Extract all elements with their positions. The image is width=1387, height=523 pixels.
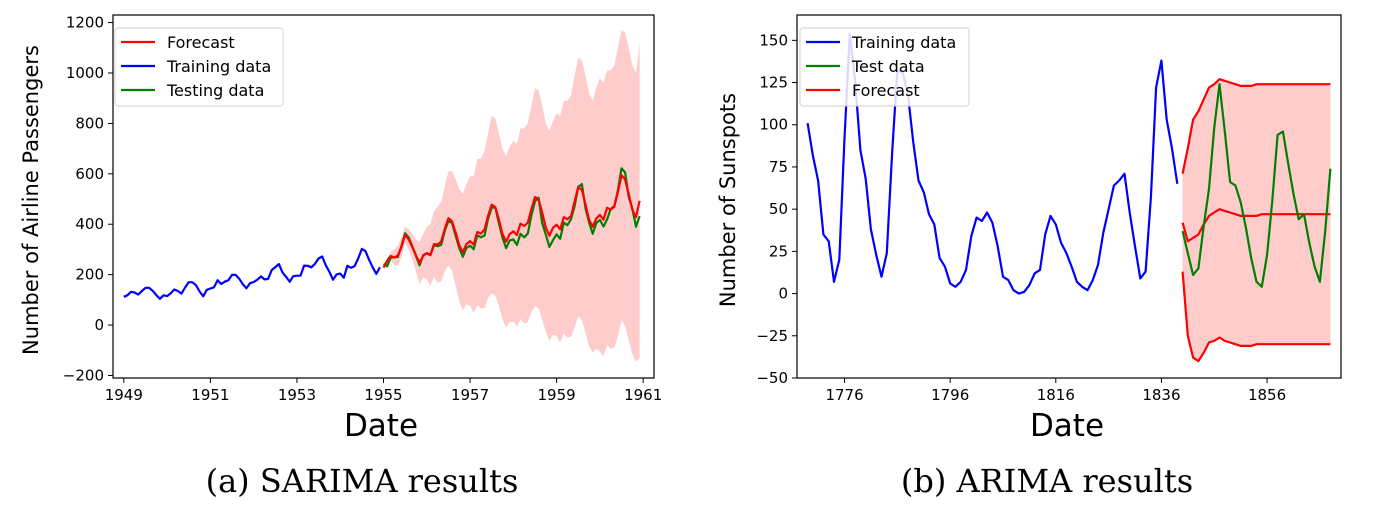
y-tick-label: −25 — [756, 327, 788, 345]
series-line-forecast — [1181, 208, 1331, 243]
y-ticks: −200 0 200 400 600 800 1000 1200 — [63, 14, 113, 384]
y-tick-label: 100 — [759, 116, 788, 134]
series-lines-layer — [123, 167, 641, 300]
y-tick-label: 600 — [75, 165, 104, 183]
x-tick-label: 1816 — [1037, 386, 1075, 404]
caption: (a) SARIMA results — [206, 462, 519, 500]
legend-entry: Forecast — [167, 33, 235, 52]
y-tick-label: 75 — [769, 158, 788, 176]
forecast-confidence-band — [383, 30, 640, 362]
legend-entry: Training data — [851, 33, 956, 52]
y-tick-label: −200 — [63, 366, 104, 384]
plot-frame — [796, 14, 1342, 379]
y-tick-label: 0 — [778, 285, 788, 303]
y-ticks: −50 −25 0 25 50 75 100 125 150 — [756, 31, 797, 387]
legend-entry: Test data — [851, 57, 925, 76]
forecast-confidence-band — [1182, 79, 1331, 362]
series-lines-layer — [806, 32, 1332, 363]
x-tick-label: 1796 — [931, 386, 969, 404]
y-tick-label: 150 — [759, 31, 788, 49]
legend-box — [799, 27, 970, 107]
x-axis-label: Date — [344, 408, 418, 444]
chart-panel-b: 1776 1796 1816 1836 1856 −50 −25 0 25 50 75 100 125… — [716, 14, 1342, 500]
legend-entry: Forecast — [852, 81, 920, 100]
series-line-training-data — [123, 247, 381, 300]
x-tick-label: 1856 — [1248, 386, 1286, 404]
y-axis-label: Number of Airline Passengers — [19, 45, 43, 355]
y-tick-label: −50 — [756, 369, 788, 387]
legend-entry: Training data — [166, 57, 271, 76]
series-line-forecast — [382, 174, 641, 269]
series-line-test-data — [1181, 83, 1332, 288]
x-tick-label: 1957 — [451, 386, 489, 404]
y-tick-label: 1200 — [66, 14, 104, 32]
y-tick-label: 1000 — [66, 64, 104, 82]
x-axis-label: Date — [1030, 408, 1104, 444]
x-ticks: 1776 1796 1816 1836 1856 — [825, 378, 1286, 404]
forecast-band-layer — [383, 30, 640, 362]
y-axis-label: Number of Sunspots — [716, 93, 740, 307]
y-tick-label: 200 — [75, 266, 104, 284]
x-tick-label: 1836 — [1142, 386, 1180, 404]
x-tick-label: 1776 — [825, 386, 863, 404]
y-tick-label: 50 — [769, 200, 788, 218]
legend: Training data Test data Forecast — [799, 27, 970, 107]
forecast-band-layer — [1182, 79, 1331, 362]
y-tick-label: 25 — [769, 242, 788, 260]
x-tick-label: 1959 — [538, 386, 576, 404]
y-tick-label: 125 — [759, 74, 788, 92]
x-ticks: 1949 1951 1953 1955 1957 1959 1961 — [105, 378, 662, 404]
series-line-training-data — [806, 32, 1179, 295]
legend: Forecast Training data Testing data — [114, 27, 284, 107]
legend-entry: Testing data — [166, 81, 264, 100]
forecast-bound-line — [1181, 77, 1331, 174]
y-tick-label: 800 — [75, 114, 104, 132]
y-tick-label: 0 — [94, 316, 104, 334]
y-tick-label: 400 — [75, 215, 104, 233]
caption: (b) ARIMA results — [901, 462, 1193, 500]
x-tick-label: 1949 — [105, 386, 143, 404]
x-tick-label: 1955 — [364, 386, 402, 404]
x-tick-label: 1953 — [278, 386, 316, 404]
legend-box — [114, 27, 284, 107]
x-tick-label: 1961 — [624, 386, 662, 404]
chart-panel-a: 1949 1951 1953 1955 1957 1959 1961 −200 0 200 400… — [19, 14, 662, 500]
x-tick-label: 1951 — [191, 386, 229, 404]
forecast-bound-line — [1181, 271, 1331, 363]
